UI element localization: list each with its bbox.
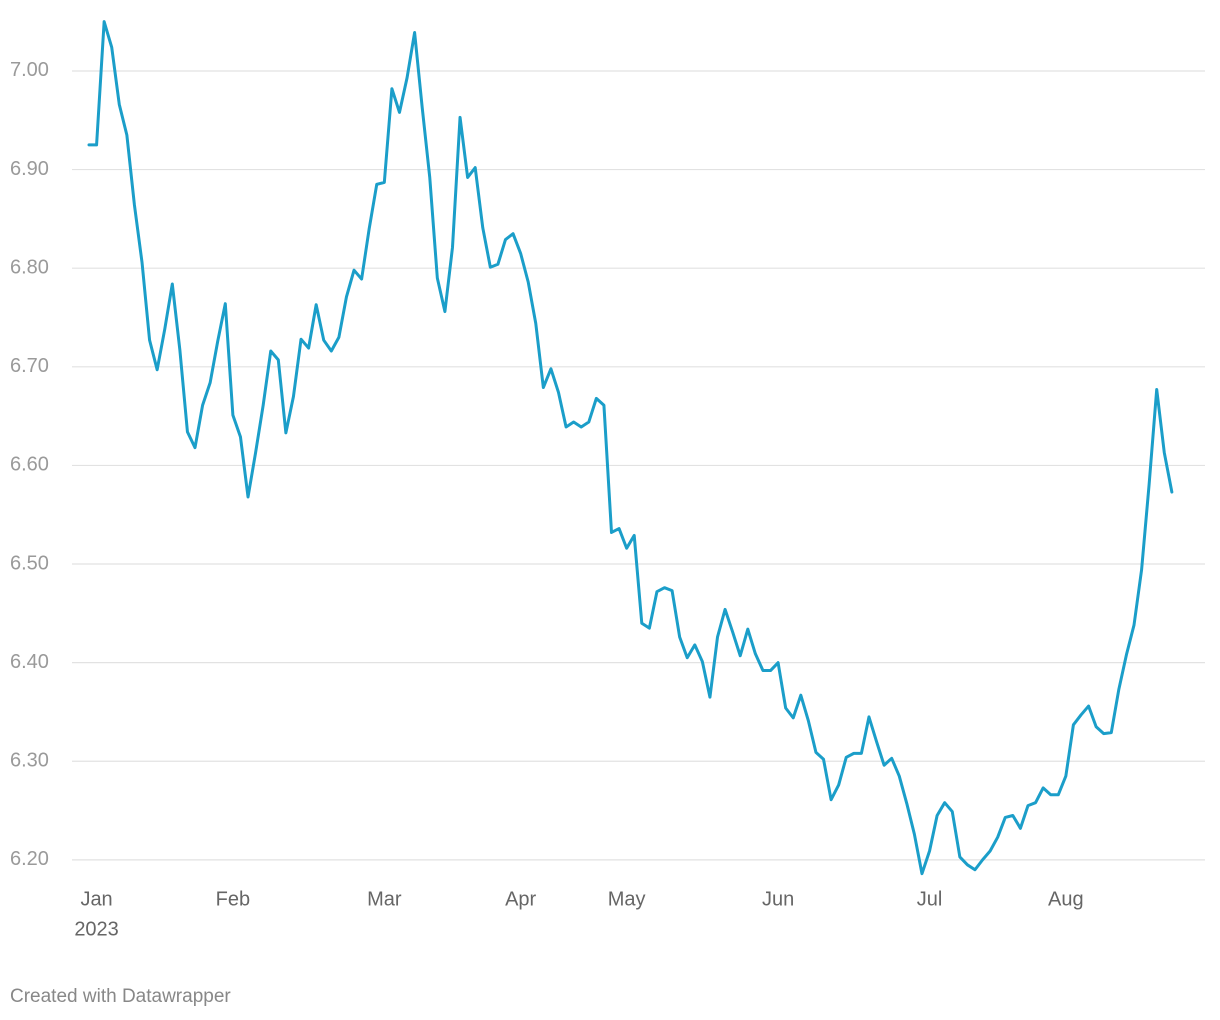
y-tick-label: 6.50 (10, 552, 49, 574)
x-tick-label: Feb (216, 888, 250, 910)
line (87, 20, 1174, 876)
year-label: 2023 (74, 918, 119, 940)
x-tick-label: Jun (762, 888, 794, 910)
x-tick-label: Jul (917, 888, 943, 910)
y-tick-label: 6.20 (10, 848, 49, 870)
x-tick-label: Aug (1048, 888, 1084, 910)
footer: Created with Datawrapper (10, 986, 231, 1007)
x-tick-label: Mar (367, 888, 402, 910)
y-tick-label: 7.00 (10, 59, 49, 81)
x-tick-label: May (608, 888, 646, 910)
x-tick-label: Apr (505, 888, 536, 910)
y-tick-label: 6.60 (10, 454, 49, 476)
y-tick-label: 6.70 (10, 355, 49, 377)
y-tick-label: 6.40 (10, 651, 49, 673)
y-tick-label: 6.30 (10, 750, 49, 772)
y-tick-label: 6.80 (10, 256, 49, 278)
y-tick-label: 6.90 (10, 158, 49, 180)
x-tick-label: Jan (80, 888, 112, 910)
